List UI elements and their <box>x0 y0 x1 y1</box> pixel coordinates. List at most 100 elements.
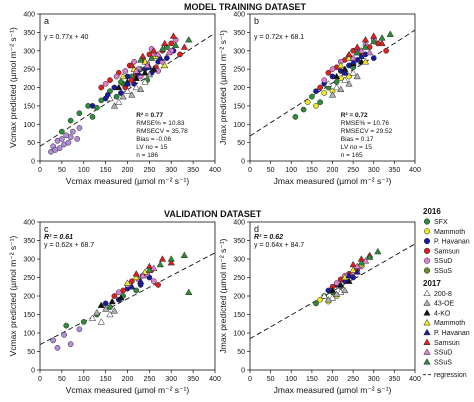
data-point <box>353 43 361 50</box>
x-tick-label: 50 <box>267 376 275 383</box>
x-tick-label: 300 <box>368 376 380 383</box>
y-tick-label: 100 <box>23 122 35 129</box>
y-tick-label: 200 <box>233 294 245 301</box>
x-tick-label: 250 <box>144 167 156 174</box>
data-point <box>61 332 67 338</box>
data-point <box>115 83 123 91</box>
legend-marker <box>423 299 431 306</box>
data-point <box>349 58 357 65</box>
x-tick-label: 0 <box>38 167 42 174</box>
data-point <box>349 260 357 268</box>
y-tick-label: 250 <box>23 67 35 74</box>
data-point <box>118 90 124 96</box>
legend-group-title: 2017 <box>423 279 441 288</box>
legend-marker <box>423 257 431 264</box>
data-point <box>361 43 370 50</box>
data-point <box>370 32 378 39</box>
data-point <box>161 61 169 69</box>
data-point <box>378 39 386 47</box>
data-point <box>313 88 319 95</box>
data-point <box>123 87 132 94</box>
data-point <box>349 54 357 61</box>
x-tick-label: 350 <box>389 167 401 174</box>
data-point <box>324 295 333 303</box>
legend-marker <box>423 238 431 245</box>
data-point <box>63 322 70 329</box>
data-point <box>370 55 377 61</box>
legend: 2016 SFX Mammoth P. Havanan Samsun SSuD SSuS 20… <box>423 207 470 379</box>
data-point <box>309 93 315 100</box>
data-point <box>353 72 361 80</box>
y-tick-label: 400 <box>23 12 35 19</box>
data-point <box>111 293 118 299</box>
regression-equation: y = 0.64x + 84.7 <box>254 242 304 249</box>
stat-line: Bias = 0.17 <box>341 136 374 143</box>
data-point <box>333 280 340 286</box>
y-tick-label: 300 <box>233 48 245 55</box>
data-point <box>132 273 140 281</box>
data-point <box>119 72 127 80</box>
x-tick-label: 400 <box>409 376 421 383</box>
data-point <box>108 297 116 305</box>
legend-marker <box>423 348 431 355</box>
x-tick-label: 350 <box>389 376 401 383</box>
data-point <box>123 279 132 286</box>
x-tick-label: 100 <box>285 376 297 383</box>
data-point <box>328 286 337 294</box>
top-heading: MODEL TRAINING DATASET <box>184 2 306 12</box>
y-tick-label: 150 <box>23 103 35 110</box>
data-point <box>167 255 175 262</box>
y-axis-label: Vcmax predicted (µmol m⁻² s⁻¹) <box>8 27 18 148</box>
legend-label: 43-OE <box>434 301 455 308</box>
stat-line: RMSE% = 10.83 <box>136 120 185 127</box>
data-point <box>317 84 323 91</box>
y-tick-label: 0 <box>241 368 245 375</box>
legend-label: 200-8 <box>434 291 452 298</box>
data-point <box>370 37 378 45</box>
x-tick-label: 300 <box>165 167 177 174</box>
data-point <box>328 91 337 98</box>
regression-equation: y = 0.72x + 68.1 <box>254 34 304 41</box>
data-point <box>180 251 189 258</box>
data-point <box>67 341 74 347</box>
legend-label: P. Havanan <box>434 239 470 246</box>
data-point <box>321 77 328 84</box>
x-tick-label: 50 <box>58 376 66 383</box>
y-tick-label: 250 <box>23 275 35 282</box>
data-point <box>139 271 147 279</box>
data-point <box>143 61 151 69</box>
x-tick-label: 50 <box>267 167 275 174</box>
y-tick-label: 300 <box>233 257 245 264</box>
data-point <box>374 247 382 255</box>
data-point <box>337 61 345 69</box>
data-point <box>119 92 127 100</box>
panel-b: 0 50 100 150 200 250 300 350 400 0 50 100 150 200 250 3… <box>218 12 421 187</box>
legend-label: 4-KO <box>434 310 451 317</box>
stat-line: RMSECV = 35.78 <box>136 128 188 135</box>
data-point <box>353 262 361 270</box>
data-point <box>59 136 65 142</box>
legend-marker <box>423 267 431 274</box>
x-tick-label: 200 <box>327 376 339 383</box>
y-tick-label: 150 <box>23 312 35 319</box>
data-point <box>76 110 83 117</box>
data-point <box>80 319 87 325</box>
x-tick-label: 150 <box>306 167 318 174</box>
y-tick-label: 0 <box>31 368 35 375</box>
y-tick-label: 50 <box>237 349 245 356</box>
x-axis-label: Jmax measured (µmol m⁻² s⁻¹) <box>274 385 392 395</box>
data-point <box>104 92 111 98</box>
data-point <box>117 294 125 301</box>
legend-marker <box>423 338 431 345</box>
data-point <box>300 106 307 113</box>
data-point <box>97 301 105 308</box>
data-point <box>150 278 157 285</box>
y-tick-label: 100 <box>233 331 245 338</box>
y-tick-label: 50 <box>27 140 35 147</box>
y-tick-label: 250 <box>233 275 245 282</box>
data-point <box>132 270 140 277</box>
data-point <box>110 307 119 314</box>
legend-label: SSuD <box>434 258 452 265</box>
stat-line: LV no = 15 <box>341 144 373 151</box>
data-point <box>93 308 101 316</box>
